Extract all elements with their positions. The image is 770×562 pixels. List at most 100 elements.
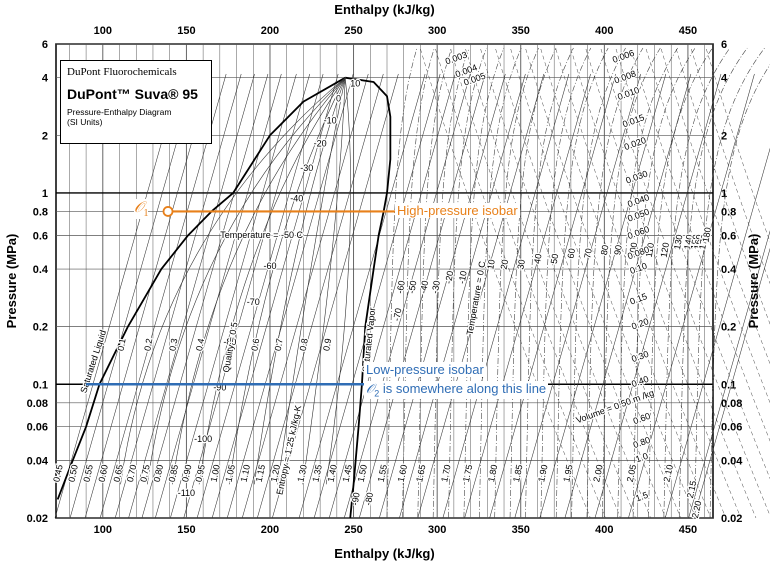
temperature-label: -60 <box>263 261 276 271</box>
volume-line <box>555 48 727 519</box>
y-axis-title-right: Pressure (MPa) <box>746 234 761 329</box>
volume-line <box>435 48 606 519</box>
vapor-temperature-label: 20 <box>499 259 511 271</box>
volume-line <box>645 48 770 404</box>
legend-box: DuPont Fluorochemicals DuPont™ Suva® 95 … <box>60 60 212 144</box>
vapor-temperature-label: 30 <box>515 259 527 271</box>
vapor-temperature-label: -90 <box>350 492 362 507</box>
vapor-temperature-label: 150 <box>689 234 701 251</box>
quality-label: 0.1 <box>116 338 128 352</box>
vapor-temperature-label: 120 <box>659 242 671 259</box>
volume-line <box>540 48 712 519</box>
vapor-temperature-label: 170 <box>697 234 709 251</box>
entropy-line <box>564 73 692 519</box>
quality-label: 0.8 <box>298 338 310 352</box>
y-tick-label-right: 0.8 <box>721 206 736 218</box>
entropy-line <box>226 73 354 519</box>
y-tick-label-right: 4 <box>721 73 728 85</box>
temperature-label: -40 <box>290 194 303 204</box>
point-2-text: is somewhere along this line <box>382 381 547 396</box>
quality-label: 0.9 <box>321 338 333 352</box>
vapor-isotherm <box>540 47 592 519</box>
quality-line <box>253 77 346 485</box>
quality-line <box>146 77 346 485</box>
volume-line <box>525 48 696 519</box>
entropy-line <box>99 73 227 519</box>
volume-line <box>630 48 770 442</box>
quality-line <box>228 77 346 485</box>
entropy-line <box>693 247 770 519</box>
entropy-line <box>155 73 282 519</box>
x-tick-label-top: 300 <box>428 25 446 37</box>
vapor-temperature-label: 80 <box>599 244 611 256</box>
y-tick-label-right: 6 <box>721 39 727 51</box>
volume-line <box>600 48 770 517</box>
vapor-isotherm <box>617 47 678 519</box>
y-tick-label-left: 0.8 <box>33 206 48 218</box>
point-2-annotation: 𝒪2 is somewhere along this line <box>364 381 549 399</box>
vapor-temperature-label: 60 <box>565 248 577 260</box>
x-tick-label-top: 450 <box>679 25 697 37</box>
x-tick-label-bottom: 400 <box>595 524 613 536</box>
vapor-isotherm <box>386 47 418 519</box>
volume-line <box>585 48 757 519</box>
x-tick-label-bottom: 300 <box>428 524 446 536</box>
entropy-label: 1.85 <box>511 464 524 483</box>
x-tick-label-top: 350 <box>512 25 530 37</box>
y-tick-label-right: 0.1 <box>721 379 736 391</box>
entropy-line <box>628 73 755 519</box>
vapor-isotherm <box>709 64 770 519</box>
volume-line <box>495 48 666 519</box>
x-tick-label-top: 100 <box>94 25 112 37</box>
temperature-label: -110 <box>178 488 195 498</box>
vapor-temperature-label: 160 <box>692 234 704 251</box>
entropy-line <box>84 73 212 519</box>
point-1-label: 𝒪1 <box>134 199 149 219</box>
point-1-subscript: 1 <box>143 208 149 219</box>
y-tick-label-right: 2 <box>721 130 727 142</box>
volume-line <box>570 48 742 519</box>
x-tick-label-bottom: 200 <box>261 524 279 536</box>
quality-label: 0.7 <box>273 338 285 352</box>
y-axis-title-left: Pressure (MPa) <box>4 234 19 329</box>
vapor-temperature-label: -10 <box>457 270 469 285</box>
legend-subtitle: Pressure-Enthalpy Diagram (SI Units) <box>67 107 205 127</box>
y-tick-label-left: 2 <box>42 130 48 142</box>
entropy-line <box>272 73 399 519</box>
vapor-isotherm <box>648 47 713 519</box>
y-tick-label-left: 6 <box>42 39 48 51</box>
temperature-label: -20 <box>314 138 327 148</box>
temperature-label: -10 <box>324 116 337 126</box>
low-pressure-annotation: Low-pressure isobar <box>364 362 486 377</box>
entropy-line <box>328 73 456 519</box>
entropy-line <box>170 73 297 519</box>
vapor-temperature-label: -60 <box>395 280 407 295</box>
temperature-label: -80 <box>223 337 236 347</box>
vapor-isotherm <box>678 47 748 519</box>
vapor-isotherm <box>571 47 626 519</box>
volume-line <box>420 48 591 519</box>
vapor-temperature-label: -40 <box>418 280 430 295</box>
quality-label: 0.2 <box>142 338 154 352</box>
y-tick-label-right: 1 <box>721 188 727 200</box>
legend-product: DuPont™ Suva® 95 <box>67 86 198 102</box>
entropy-line <box>183 73 311 519</box>
y-tick-label-right: 0.6 <box>721 230 736 242</box>
entropy-line <box>379 73 506 519</box>
legend-subtitle-2: (SI Units) <box>67 117 103 127</box>
entropy-line <box>241 73 369 519</box>
entropy-line <box>211 73 339 519</box>
temperature-label: 10 <box>350 78 360 88</box>
x-tick-label-top: 200 <box>261 25 279 37</box>
quality-line <box>277 77 346 485</box>
x-axis-title-top: Enthalpy (kJ/kg) <box>334 2 434 17</box>
y-tick-label-left: 1 <box>42 188 48 200</box>
legend-subtitle-1: Pressure-Enthalpy Diagram <box>67 107 172 117</box>
temperature-label: Temperature = -50 C <box>220 230 303 240</box>
y-tick-label-left: 0.1 <box>33 379 48 391</box>
quality-line <box>120 77 346 485</box>
entropy-label: 1.60 <box>396 464 409 483</box>
y-tick-label-right: 0.08 <box>721 398 742 410</box>
volume-line <box>465 48 636 519</box>
